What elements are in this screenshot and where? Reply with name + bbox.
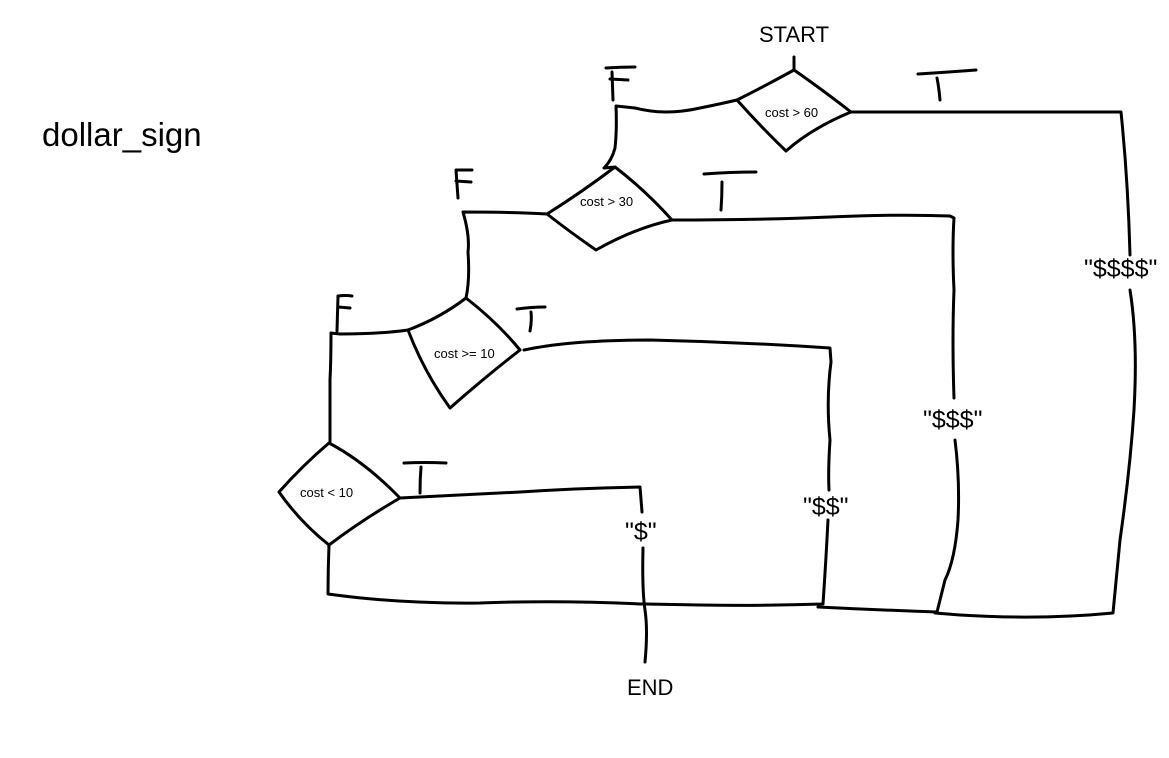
start-label: START: [759, 22, 829, 47]
branch-label-false: [335, 294, 354, 333]
true-path-cost-lt-10: [398, 485, 644, 514]
output-value-1: "$": [625, 518, 657, 546]
true-path-cost-ge-10: [522, 338, 833, 492]
branch-label-false: [454, 168, 474, 200]
end-connector: [641, 546, 648, 664]
true-path-cost-gt-60: [849, 110, 1132, 257]
false-connector-cost-gt-60: [602, 98, 739, 170]
branch-label-false: [604, 65, 637, 102]
branch-label-true: [515, 305, 547, 333]
return-path-2: [643, 518, 830, 607]
output-value-4: "$$$$": [1084, 255, 1157, 283]
output-value-2: "$$": [803, 493, 849, 521]
end-label: END: [627, 675, 673, 700]
return-path-3: [816, 438, 961, 614]
condition-text-cost-lt-10: cost < 10: [300, 485, 353, 500]
decision-diamond-cost-gt-30: [545, 165, 674, 252]
condition-text-cost-ge-10: cost >= 10: [434, 346, 495, 361]
false-connector-cost-gt-30: [461, 210, 549, 300]
decision-diamond-cost-ge-10: [406, 296, 522, 410]
branch-label-true: [402, 461, 448, 495]
condition-text-cost-gt-60: cost > 60: [765, 105, 818, 120]
output-value-3: "$$$": [923, 406, 982, 434]
true-path-cost-gt-30: [670, 213, 956, 400]
condition-text-cost-gt-30: cost > 30: [580, 194, 633, 209]
return-path-4: [933, 288, 1137, 619]
return-path-1: [326, 543, 647, 606]
branch-label-true: [702, 170, 758, 212]
function-name: dollar_sign: [42, 116, 202, 153]
branch-label-true: [916, 68, 978, 102]
decision-diamond-cost-gt-60: [735, 68, 853, 153]
false-connector-cost-ge-10: [328, 328, 410, 445]
